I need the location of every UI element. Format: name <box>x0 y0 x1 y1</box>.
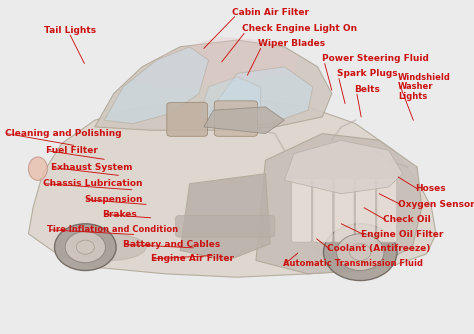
Polygon shape <box>104 47 209 124</box>
Text: Engine Air Filter: Engine Air Filter <box>151 255 234 263</box>
Text: Chassis Lubrication: Chassis Lubrication <box>43 179 142 188</box>
Polygon shape <box>256 134 422 274</box>
Ellipse shape <box>76 240 94 254</box>
Polygon shape <box>199 77 261 124</box>
FancyBboxPatch shape <box>167 103 208 136</box>
Text: Tire Inflation and Condition: Tire Inflation and Condition <box>47 225 179 234</box>
Polygon shape <box>204 107 284 134</box>
Text: Brakes: Brakes <box>102 210 137 219</box>
Text: Cleaning and Polishing: Cleaning and Polishing <box>5 129 121 138</box>
FancyBboxPatch shape <box>334 179 354 242</box>
Text: Belts: Belts <box>355 85 381 94</box>
Text: Fuel Filter: Fuel Filter <box>46 147 98 155</box>
Text: Coolant (Antifreeze): Coolant (Antifreeze) <box>327 244 430 253</box>
FancyBboxPatch shape <box>356 179 375 242</box>
Text: Oxygen Sensor: Oxygen Sensor <box>398 200 474 209</box>
Text: Battery and Cables: Battery and Cables <box>123 240 220 249</box>
Ellipse shape <box>312 234 399 261</box>
Polygon shape <box>133 37 299 87</box>
Ellipse shape <box>28 157 47 180</box>
FancyBboxPatch shape <box>292 179 311 242</box>
Text: Wiper Blades: Wiper Blades <box>258 39 326 48</box>
Polygon shape <box>28 100 436 277</box>
Text: Suspension: Suspension <box>84 195 143 204</box>
Text: Automatic Transmission Fluid: Automatic Transmission Fluid <box>283 259 423 268</box>
FancyBboxPatch shape <box>175 215 275 237</box>
FancyBboxPatch shape <box>313 179 333 242</box>
Polygon shape <box>284 140 403 194</box>
Text: Engine Oil Filter: Engine Oil Filter <box>361 230 444 239</box>
Ellipse shape <box>65 232 106 263</box>
Text: Check Oil: Check Oil <box>383 215 431 224</box>
Ellipse shape <box>349 244 371 261</box>
Polygon shape <box>180 174 270 261</box>
Ellipse shape <box>55 224 116 271</box>
Text: Check Engine Light On: Check Engine Light On <box>242 24 357 33</box>
Text: Spark Plugs: Spark Plugs <box>337 69 397 78</box>
Ellipse shape <box>337 234 384 271</box>
FancyBboxPatch shape <box>214 101 257 136</box>
Text: Windshield
Washer
Lights: Windshield Washer Lights <box>398 72 451 101</box>
Text: Cabin Air Filter: Cabin Air Filter <box>232 8 309 17</box>
Ellipse shape <box>72 234 146 261</box>
Text: Hoses: Hoses <box>415 184 446 193</box>
Text: Power Steering Fluid: Power Steering Fluid <box>322 54 429 63</box>
Text: Exhaust System: Exhaust System <box>51 163 133 172</box>
Polygon shape <box>209 67 313 127</box>
Polygon shape <box>95 40 332 130</box>
FancyBboxPatch shape <box>377 179 397 242</box>
Ellipse shape <box>323 224 397 281</box>
Text: Tail Lights: Tail Lights <box>44 26 96 35</box>
